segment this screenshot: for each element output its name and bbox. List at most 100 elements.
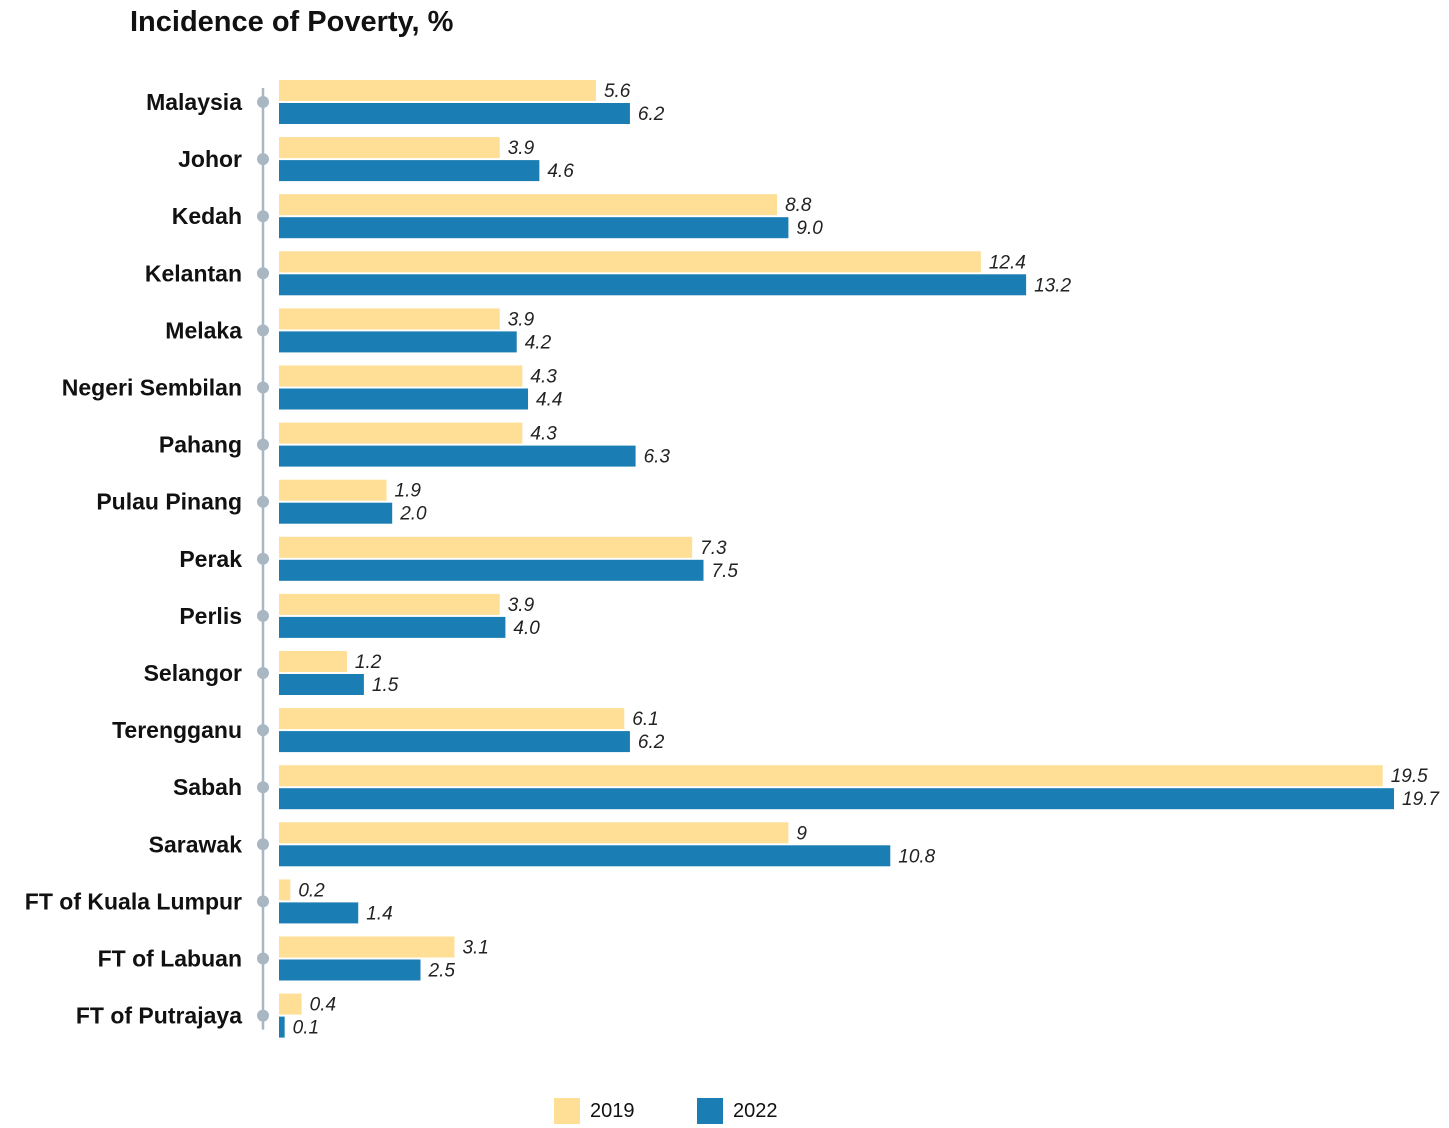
axis-tick-dot bbox=[257, 210, 269, 223]
bar-2019 bbox=[279, 593, 500, 615]
category-label: Melaka bbox=[165, 317, 242, 343]
bar-2019 bbox=[279, 993, 302, 1015]
data-label-2019: 3.9 bbox=[508, 595, 535, 616]
axis-tick-dot bbox=[257, 781, 269, 794]
bar-2019 bbox=[279, 251, 981, 273]
bar-2022 bbox=[279, 103, 630, 124]
axis-tick-dot bbox=[257, 438, 269, 451]
data-label-2019: 6.1 bbox=[632, 709, 658, 730]
axis-tick-dot bbox=[257, 724, 269, 737]
bar-2019 bbox=[279, 194, 778, 216]
bar-2019 bbox=[279, 365, 523, 387]
data-label-2019: 3.9 bbox=[508, 138, 535, 159]
bar-2019 bbox=[279, 708, 625, 730]
bar-2019 bbox=[279, 879, 291, 901]
bar-2022 bbox=[279, 1016, 285, 1038]
data-label-2019: 12.4 bbox=[989, 252, 1026, 273]
bar-2019 bbox=[279, 822, 789, 844]
axis-tick-dot bbox=[257, 838, 269, 851]
data-label-2019: 3.1 bbox=[462, 938, 488, 959]
legend-item-2022: 2022 bbox=[697, 1098, 778, 1124]
category-label: Kedah bbox=[172, 203, 242, 229]
axis-tick-dot bbox=[257, 667, 269, 679]
bar-2019 bbox=[279, 651, 347, 672]
legend-swatch-2022 bbox=[697, 1098, 723, 1124]
bar-chart: Malaysia 5.6 6.2 Johor 3.9 4.6 Kedah 8.89.0 Kela… bbox=[25, 80, 1440, 1039]
axis-tick-dot bbox=[257, 1009, 269, 1022]
category-label: Terengganu bbox=[112, 717, 242, 743]
bar-2022 bbox=[279, 845, 891, 867]
bar-2022 bbox=[279, 331, 517, 353]
axis-tick-dot bbox=[257, 153, 269, 166]
data-label-2022: 10.8 bbox=[898, 846, 935, 867]
data-label-2022: 2.5 bbox=[428, 961, 456, 982]
bar-2022 bbox=[279, 445, 636, 467]
category-label: Perak bbox=[179, 546, 242, 572]
data-label-2022: 6.3 bbox=[644, 447, 671, 468]
data-label-2022: 4.0 bbox=[513, 618, 540, 639]
category-label: Johor bbox=[178, 146, 242, 172]
data-label-2022: 7.5 bbox=[712, 561, 739, 582]
bar-2019 bbox=[279, 536, 693, 558]
data-label-2019: 1.2 bbox=[355, 652, 382, 673]
data-label-2022: 19.7 bbox=[1402, 789, 1440, 810]
bar-2022 bbox=[279, 616, 506, 638]
data-label-2019: 1.9 bbox=[395, 481, 422, 502]
bar-2022 bbox=[279, 160, 540, 182]
data-label-2019: 5.6 bbox=[604, 81, 631, 102]
bar-2019 bbox=[279, 422, 523, 444]
legend-item-2019: 2019 bbox=[554, 1098, 635, 1124]
bar-2022 bbox=[279, 674, 364, 695]
bar-2019 bbox=[279, 137, 500, 159]
data-label-2022: 1.5 bbox=[372, 675, 399, 696]
category-label: Kelantan bbox=[145, 260, 242, 286]
data-label-2022: 0.1 bbox=[293, 1018, 319, 1039]
legend-label-2022: 2022 bbox=[733, 1099, 778, 1122]
category-label: FT of Labuan bbox=[98, 946, 242, 972]
data-label-2022: 4.6 bbox=[547, 161, 574, 182]
bar-2022 bbox=[279, 559, 704, 581]
data-label-2019: 3.9 bbox=[508, 309, 535, 330]
category-label: FT of Kuala Lumpur bbox=[25, 888, 242, 914]
category-label: Pulau Pinang bbox=[96, 489, 242, 515]
axis-tick-dot bbox=[257, 96, 269, 108]
category-label: Negeri Sembilan bbox=[62, 375, 242, 401]
category-label: Perlis bbox=[179, 603, 242, 629]
bar-2022 bbox=[279, 274, 1027, 296]
data-label-2019: 9 bbox=[796, 823, 807, 844]
bar-2022 bbox=[279, 902, 359, 924]
bar-2019 bbox=[279, 765, 1383, 787]
axis-tick-dot bbox=[257, 381, 269, 394]
data-label-2019: 4.3 bbox=[530, 424, 557, 445]
data-label-2022: 13.2 bbox=[1034, 275, 1071, 296]
bar-2022 bbox=[279, 959, 421, 981]
data-label-2022: 6.2 bbox=[638, 732, 665, 753]
data-label-2019: 8.8 bbox=[785, 195, 812, 216]
category-label: Sarawak bbox=[149, 831, 243, 857]
bar-2022 bbox=[279, 731, 630, 753]
data-label-2022: 1.4 bbox=[366, 903, 392, 924]
data-label-2019: 19.5 bbox=[1391, 766, 1428, 787]
bar-2022 bbox=[279, 388, 529, 410]
data-label-2022: 2.0 bbox=[399, 504, 427, 525]
axis-tick-dot bbox=[257, 609, 269, 622]
data-label-2019: 0.2 bbox=[298, 880, 325, 901]
axis-tick-dot bbox=[257, 952, 269, 965]
category-label: FT of Putrajaya bbox=[76, 1003, 242, 1029]
bar-2022 bbox=[279, 502, 393, 524]
data-label-2019: 4.3 bbox=[530, 367, 557, 388]
bar-2019 bbox=[279, 936, 455, 958]
data-label-2019: 7.3 bbox=[700, 538, 727, 559]
data-label-2022: 4.4 bbox=[536, 390, 562, 411]
data-label-2019: 0.4 bbox=[310, 995, 336, 1016]
category-label: Sabah bbox=[173, 774, 242, 800]
bar-2022 bbox=[279, 217, 789, 239]
axis-tick-dot bbox=[257, 895, 269, 908]
chart-title: Incidence of Poverty, % bbox=[130, 6, 454, 38]
bar-2019 bbox=[279, 479, 387, 501]
legend-label-2019: 2019 bbox=[590, 1099, 635, 1122]
axis-tick-dot bbox=[257, 552, 269, 565]
axis-tick-dot bbox=[257, 495, 269, 508]
bar-2019 bbox=[279, 80, 596, 101]
chart-legend: 2019 2022 bbox=[0, 1098, 1449, 1128]
